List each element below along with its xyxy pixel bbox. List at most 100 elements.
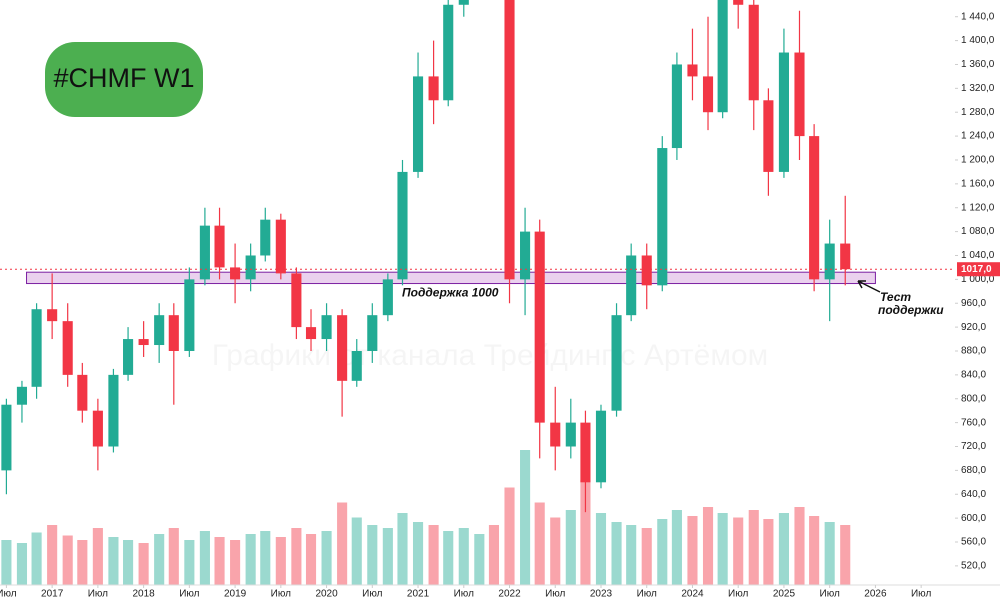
volume-bar <box>687 516 698 585</box>
x-tick-label: Июл <box>179 589 199 600</box>
candle-body <box>763 100 774 172</box>
candle-body <box>443 4 454 101</box>
volume-bar <box>275 537 286 585</box>
candle-body <box>565 422 576 447</box>
candle-body <box>305 327 317 340</box>
candle-body <box>794 52 805 137</box>
volume-bar <box>154 534 165 585</box>
candle-body <box>671 64 682 149</box>
volume-bar <box>62 535 73 585</box>
y-tick-label: 1 360,0 <box>961 59 995 70</box>
candle-body <box>351 350 362 381</box>
candle-body <box>641 255 652 286</box>
candle-body <box>595 410 607 483</box>
volume-bar <box>92 528 103 585</box>
x-tick-label: 2022 <box>498 589 521 600</box>
candle-body <box>580 422 591 483</box>
candle-body <box>428 76 439 101</box>
y-tick-label: 760,0 <box>961 417 986 428</box>
volume-bar <box>260 531 271 585</box>
volume-bar <box>123 540 134 585</box>
volume-bar <box>214 537 225 585</box>
candle-body <box>1 404 12 471</box>
x-tick-label: 2020 <box>315 589 338 600</box>
y-tick-label: 720,0 <box>961 441 986 452</box>
candle-body <box>702 76 714 113</box>
candle-body <box>260 219 271 256</box>
volume-bar <box>77 540 88 585</box>
volume-bar <box>168 528 179 585</box>
x-tick-label: 2017 <box>41 589 64 600</box>
candle-body <box>199 225 210 280</box>
support-zone <box>26 271 876 285</box>
volume-bar <box>763 519 774 585</box>
volume-bar <box>337 502 348 585</box>
volume-bar <box>611 522 622 585</box>
candle-body <box>47 309 58 322</box>
candle-body <box>733 0 744 5</box>
volume-bar <box>1 540 12 585</box>
candle-body <box>214 225 225 268</box>
x-tick-label: Июл <box>820 589 840 600</box>
volume-bar <box>794 507 805 585</box>
y-tick-label: 1 160,0 <box>961 178 995 189</box>
volume-bar <box>321 531 332 585</box>
volume-bar <box>199 531 210 585</box>
candle-body <box>367 315 378 351</box>
volume-bar <box>47 525 58 585</box>
volume-bar <box>382 528 393 585</box>
y-tick-label: 1 440,0 <box>961 11 995 22</box>
x-tick-label: Июл <box>728 589 748 600</box>
volume-bar <box>809 516 820 585</box>
candle-body <box>154 315 165 346</box>
y-tick-label: 880,0 <box>961 346 986 357</box>
x-tick-label: 2021 <box>407 589 430 600</box>
volume-bar <box>733 517 744 585</box>
candle-body <box>657 148 668 286</box>
badge-bg <box>45 42 203 117</box>
y-tick-label: 1 320,0 <box>961 83 995 94</box>
y-tick-label: 1 000,0 <box>961 274 995 285</box>
y-tick-label: 840,0 <box>961 370 986 381</box>
volume-bar <box>458 528 469 585</box>
volume-bar <box>595 513 607 585</box>
y-tick-label: 1 040,0 <box>961 250 995 261</box>
x-tick-label: Июл <box>911 589 931 600</box>
volume-bar <box>580 480 591 585</box>
y-tick-label: 1 080,0 <box>961 226 995 237</box>
volume-bar <box>397 513 408 585</box>
annotation-arrow <box>857 280 881 293</box>
volume-bar <box>824 522 835 585</box>
volume-bar <box>351 517 362 585</box>
candle-body <box>840 243 851 270</box>
badge: #CHMF W1 <box>54 63 195 93</box>
candle-body <box>321 315 332 340</box>
price-axis-bg <box>955 0 1000 605</box>
x-tick-label: Июл <box>637 589 657 600</box>
candle-body <box>62 321 73 375</box>
y-tick-label: 1 240,0 <box>961 131 995 142</box>
candle-body <box>520 231 531 280</box>
candle-body <box>717 0 728 113</box>
zone-label: Поддержка 1000 <box>402 286 499 300</box>
y-tick-label: 600,0 <box>961 513 986 524</box>
x-tick-label: 2026 <box>864 589 887 600</box>
volume-bar <box>16 543 28 585</box>
candle-body <box>534 231 545 423</box>
volume-bar <box>702 507 714 585</box>
candle-body <box>778 52 789 172</box>
candle-body <box>824 243 835 280</box>
volume-bar <box>550 517 561 585</box>
candle-body <box>550 422 561 447</box>
candle-body <box>397 171 408 280</box>
volume-bar <box>474 534 485 585</box>
x-tick-label: Июл <box>88 589 108 600</box>
volume-bar <box>31 532 42 585</box>
annotation: Тест <box>880 290 911 304</box>
y-tick-label: 640,0 <box>961 489 986 500</box>
candle-body <box>337 315 348 381</box>
volume-bar <box>840 525 851 585</box>
x-tick-label: Июл <box>545 589 565 600</box>
x-tick-label: Июл <box>454 589 474 600</box>
volume-bar <box>488 525 500 585</box>
